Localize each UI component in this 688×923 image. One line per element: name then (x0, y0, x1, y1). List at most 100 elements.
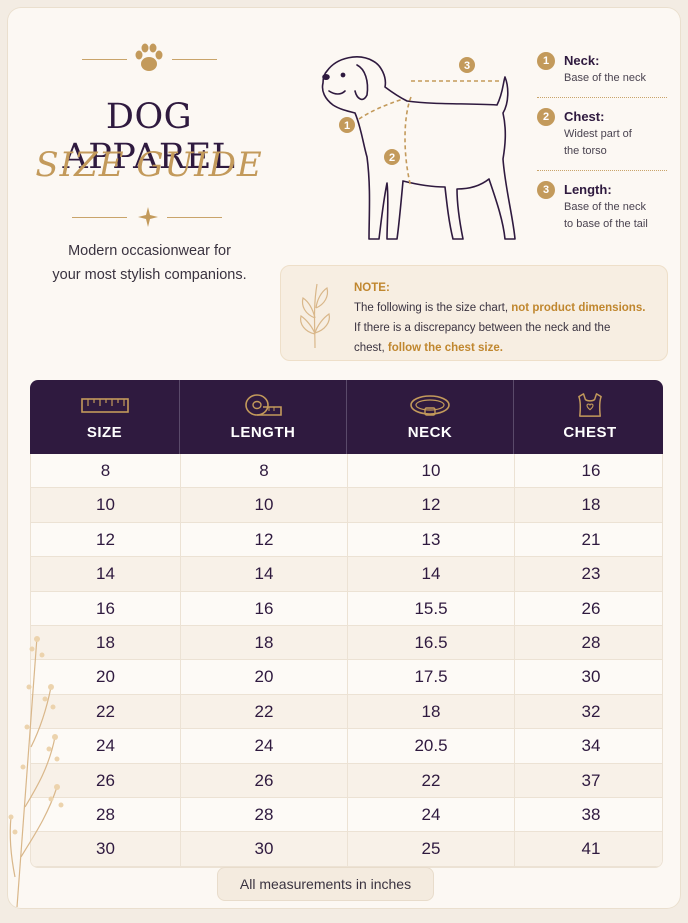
dog-outline (321, 56, 516, 240)
table-cell: 30 (581, 667, 601, 687)
table-body: 8 8 10 16 10 10 12 18 12 12 13 21 14 14 14 23 16 16 15.5 26… (30, 454, 663, 868)
legend-item-neck: 1 Neck: Base of the neck (537, 52, 667, 98)
legend-item-length: 3 Length: Base of the neck to base of th… (537, 181, 667, 243)
table-cell: 8 (31, 454, 181, 488)
table-cell: 16 (181, 591, 348, 625)
table-row: 20 20 17.5 30 (31, 660, 662, 695)
table-cell: 8 (181, 454, 348, 488)
tape-measure-icon (245, 394, 282, 416)
note-heading: NOTE: (354, 282, 390, 294)
note-line: chest, follow the chest size. (354, 338, 664, 358)
table-cell: 18 (581, 495, 601, 515)
table-cell: 28 (181, 797, 348, 832)
divider-line (72, 217, 127, 218)
table-cell: 22 (31, 694, 181, 729)
legend-title: Length: (564, 182, 612, 197)
tagline: Modern occasionwear for your most stylis… (27, 239, 272, 287)
table-cell: 30 (181, 832, 348, 866)
table-cell: 28 (581, 632, 601, 652)
table-row: 24 24 20.5 34 (31, 729, 662, 764)
table-cell: 12 (31, 522, 181, 557)
table-cell: 13 (348, 522, 515, 557)
svg-text:3: 3 (464, 60, 470, 72)
table-cell: 10 (348, 454, 515, 488)
header-label: CHEST (563, 424, 617, 441)
legend-title: Neck: (564, 53, 600, 68)
note-line: If there is a discrepancy between the ne… (354, 322, 611, 334)
page-subtitle: SIZE GUIDE (35, 145, 263, 185)
vest-icon (578, 393, 602, 417)
note-box: NOTE: The following is the size chart, n… (280, 265, 668, 361)
table-cell: 12 (348, 488, 515, 522)
table-cell: 37 (581, 770, 601, 790)
tagline-line: your most stylish companions. (52, 267, 247, 283)
dog-diagram: 1 2 3 (321, 56, 516, 240)
header-chest: CHEST (514, 380, 666, 454)
table-cell: 24 (348, 797, 515, 832)
divider-line (82, 59, 127, 60)
svg-text:1: 1 (344, 120, 350, 132)
note-text: NOTE: The following is the size chart, n… (354, 278, 664, 358)
header-neck: NECK (347, 380, 514, 454)
table-row: 18 18 16.5 28 (31, 625, 662, 661)
table-cell: 22 (348, 763, 515, 797)
table-cell: 17.5 (348, 660, 515, 694)
number-badge: 3 (537, 181, 555, 199)
collar-icon (410, 395, 450, 416)
table-cell: 32 (581, 701, 601, 721)
table-cell: 38 (581, 804, 601, 824)
marker-3: 3 (459, 57, 475, 73)
table-row: 30 30 25 41 (31, 832, 662, 867)
table-cell: 25 (348, 832, 515, 866)
table-cell: 18 (31, 625, 181, 660)
svg-text:2: 2 (389, 152, 395, 164)
legend-desc: the torso (564, 145, 607, 157)
legend-title: Chest: (564, 109, 605, 124)
marker-2: 2 (384, 149, 400, 165)
table-cell: 30 (31, 832, 181, 866)
table-cell: 28 (31, 797, 181, 832)
table-cell: 16 (581, 461, 601, 480)
table-cell: 16.5 (348, 625, 515, 660)
note-line-text: chest, (354, 342, 388, 354)
table-cell: 24 (31, 729, 181, 763)
table-cell: 26 (581, 598, 601, 618)
star-divider (72, 205, 222, 229)
table-row: 22 22 18 32 (31, 694, 662, 730)
legend-item-chest: 2 Chest: Widest part of the torso (537, 108, 667, 171)
table-row: 16 16 15.5 26 (31, 591, 662, 626)
table-cell: 14 (181, 557, 348, 591)
table-cell: 23 (581, 564, 601, 584)
size-guide-card: DOG APPAREL SIZE GUIDE Modern occasionwe… (7, 7, 681, 909)
table-header: SIZE LENGTH NECK (30, 380, 663, 454)
table-cell: 10 (31, 488, 181, 522)
measure-lines (358, 80, 501, 188)
floral-branch-decoration (8, 636, 64, 907)
note-highlight: follow the chest size. (387, 342, 503, 354)
size-table: SIZE LENGTH NECK (30, 380, 663, 868)
legend-desc: Widest part of (564, 128, 632, 140)
table-cell: 12 (181, 522, 348, 557)
table-row: 28 28 24 38 (31, 797, 662, 833)
page-title: DOG APPAREL (62, 97, 236, 177)
ruler-icon (80, 398, 129, 413)
paw-icon (135, 43, 163, 71)
table-cell: 18 (348, 694, 515, 729)
number-badge: 2 (537, 108, 555, 126)
header-label: LENGTH (230, 424, 296, 441)
table-row: 14 14 14 23 (31, 557, 662, 592)
table-cell: 41 (581, 839, 601, 859)
sparkle-icon (138, 207, 158, 227)
measurement-legend: 1 Neck: Base of the neck 2 Chest: Widest… (537, 52, 667, 253)
leaf-icon (300, 283, 330, 349)
table-row: 8 8 10 16 (31, 454, 662, 489)
number-badge: 1 (537, 52, 555, 70)
table-cell: 20 (31, 660, 181, 694)
table-cell: 21 (581, 529, 601, 549)
table-cell: 14 (31, 557, 181, 591)
header-label: NECK (407, 424, 453, 441)
marker-1: 1 (339, 117, 355, 133)
legend-desc: Base of the neck (564, 72, 646, 84)
divider-line (167, 217, 222, 218)
note-line-text: The following is the size chart, (354, 302, 512, 314)
